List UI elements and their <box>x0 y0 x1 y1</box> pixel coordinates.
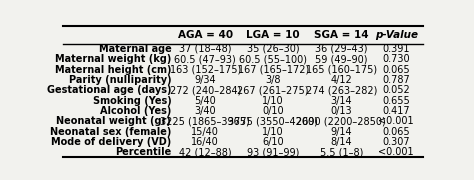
Text: Maternal height (cm): Maternal height (cm) <box>55 65 171 75</box>
Text: Neonatal sex (female): Neonatal sex (female) <box>50 127 171 137</box>
Text: Parity (nulliparity): Parity (nulliparity) <box>69 75 171 85</box>
Text: 59 (49–90): 59 (49–90) <box>315 54 367 64</box>
Text: 0.065: 0.065 <box>383 127 410 137</box>
Text: 0.655: 0.655 <box>383 96 410 106</box>
Text: Mode of delivery (VD): Mode of delivery (VD) <box>51 137 171 147</box>
Text: 4/12: 4/12 <box>330 75 352 85</box>
Text: 3775 (3550–4200): 3775 (3550–4200) <box>228 116 318 126</box>
Text: 36 (29–43): 36 (29–43) <box>315 44 367 54</box>
Text: 6/10: 6/10 <box>263 137 284 147</box>
Text: Alcohol (Yes): Alcohol (Yes) <box>100 106 171 116</box>
Text: 9/34: 9/34 <box>194 75 216 85</box>
Text: <0.001: <0.001 <box>378 147 414 157</box>
Text: Neonatal weight (gr): Neonatal weight (gr) <box>56 116 171 126</box>
Text: 0.391: 0.391 <box>383 44 410 54</box>
Text: 267 (261–275): 267 (261–275) <box>237 85 309 95</box>
Text: 0.417: 0.417 <box>383 106 410 116</box>
Text: 15/40: 15/40 <box>191 127 219 137</box>
Text: 0.787: 0.787 <box>383 75 410 85</box>
Text: 0.730: 0.730 <box>383 54 410 64</box>
Text: 3225 (1865–3965): 3225 (1865–3965) <box>160 116 250 126</box>
Text: Smoking (Yes): Smoking (Yes) <box>92 96 171 106</box>
Text: 3/14: 3/14 <box>330 96 352 106</box>
Text: 60.5 (55–100): 60.5 (55–100) <box>239 54 307 64</box>
Text: Maternal weight (kg): Maternal weight (kg) <box>55 54 171 64</box>
Text: 2690 (2200–2850): 2690 (2200–2850) <box>296 116 386 126</box>
Text: 0/13: 0/13 <box>330 106 352 116</box>
Text: 5.5 (1–8): 5.5 (1–8) <box>319 147 363 157</box>
Text: 37 (18–48): 37 (18–48) <box>179 44 231 54</box>
Text: LGA = 10: LGA = 10 <box>246 30 300 40</box>
Text: 9/14: 9/14 <box>330 127 352 137</box>
Text: p-Value: p-Value <box>375 30 418 40</box>
Text: 1/10: 1/10 <box>263 96 284 106</box>
Text: 35 (26–30): 35 (26–30) <box>247 44 300 54</box>
Text: 0/10: 0/10 <box>263 106 284 116</box>
Text: 5/40: 5/40 <box>194 96 216 106</box>
Text: 3/40: 3/40 <box>194 106 216 116</box>
Text: 60.5 (47–93): 60.5 (47–93) <box>174 54 236 64</box>
Text: 93 (91–99): 93 (91–99) <box>247 147 300 157</box>
Text: 272 (240–284): 272 (240–284) <box>170 85 241 95</box>
Text: 8/14: 8/14 <box>330 137 352 147</box>
Text: <0.001: <0.001 <box>378 116 414 126</box>
Text: Percentile: Percentile <box>115 147 171 157</box>
Text: 1/10: 1/10 <box>263 127 284 137</box>
Text: 167 (165–172): 167 (165–172) <box>237 65 309 75</box>
Text: 274 (263–282): 274 (263–282) <box>306 85 377 95</box>
Text: Maternal age: Maternal age <box>99 44 171 54</box>
Text: 163 (152–175): 163 (152–175) <box>170 65 241 75</box>
Text: 0.065: 0.065 <box>383 65 410 75</box>
Text: 0.052: 0.052 <box>383 85 410 95</box>
Text: 3/8: 3/8 <box>265 75 281 85</box>
Text: AGA = 40: AGA = 40 <box>178 30 233 40</box>
Text: 16/40: 16/40 <box>191 137 219 147</box>
Text: 42 (12–88): 42 (12–88) <box>179 147 232 157</box>
Text: SGA = 14: SGA = 14 <box>314 30 368 40</box>
Text: 165 (160–175): 165 (160–175) <box>306 65 377 75</box>
Text: 0.307: 0.307 <box>383 137 410 147</box>
Text: Gestational age (days): Gestational age (days) <box>47 85 171 95</box>
